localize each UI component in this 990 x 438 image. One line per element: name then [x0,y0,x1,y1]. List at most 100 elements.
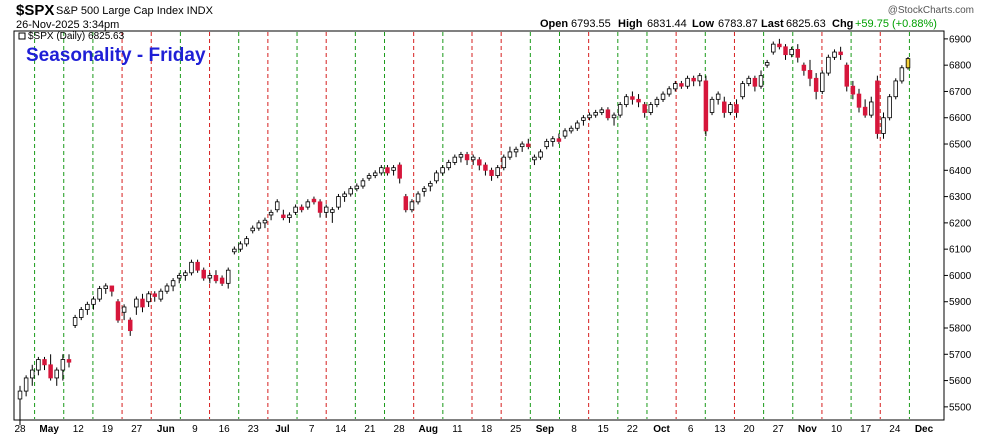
x-tick-label: May [39,424,59,435]
candle-body [887,96,892,119]
candle-body [746,77,752,84]
candle-body [507,151,513,158]
candle-body [764,62,770,66]
candle [562,128,568,139]
x-tick-label: Sep [536,424,554,435]
candle [409,199,415,213]
candle [820,70,825,95]
candle [507,146,513,160]
candle [734,99,739,118]
candle-body [23,377,29,392]
candle-body [893,80,898,98]
candle-body [703,80,709,132]
candle [532,154,537,166]
candle [219,275,225,286]
candle-body [734,104,739,113]
candle-body [697,75,703,82]
candle-body [875,80,880,134]
candle-body [366,175,372,179]
candle [697,73,703,87]
low-value: 6783.87 [718,18,758,30]
candle-body [360,180,366,187]
candle [164,283,170,294]
candle-body [624,96,629,105]
candle-body [17,390,23,400]
candle-body [489,169,494,176]
candle-body [219,277,225,284]
candle-body [274,201,280,211]
candle-body [54,369,59,379]
candle-body [134,298,139,308]
candle [679,80,684,89]
candle-body [464,154,470,161]
candle-body [526,143,531,148]
candle [636,94,641,108]
x-axis: 28 May 12 19 27 Jun 9 16 23 Jul 7 14 21 28 Aug 11 18 25 Se… [14,424,933,435]
candle-body [115,301,121,321]
y-tick-label: 5500 [949,402,972,413]
candle [311,196,317,205]
candle-body [556,138,562,142]
candle-body [599,109,605,113]
candle [630,91,635,105]
timestamp: 26-Nov-2025 3:34pm [16,19,119,31]
candle-body [813,77,819,92]
candle [575,120,580,131]
candle-body [881,117,886,134]
candle-body [385,167,390,174]
candle [79,306,84,321]
y-tick-label: 6600 [949,113,972,124]
candle [617,101,623,118]
candle [850,80,856,100]
candle [789,46,794,58]
candle-body [452,156,458,163]
candle-body [103,285,108,289]
candle-body [176,275,182,279]
candle [274,199,280,213]
candle [899,65,905,84]
candle [544,138,549,150]
candle [709,96,715,116]
candle-body [238,243,243,250]
candle-body [244,238,249,245]
candle [513,146,519,158]
x-tick-label: 7 [309,424,315,435]
x-tick-label: 17 [860,424,872,435]
x-tick-label: 14 [335,424,347,435]
x-tick-label: 12 [73,424,85,435]
candle-body [91,298,96,305]
candle-body [60,359,66,371]
x-tick-label: 25 [510,424,522,435]
x-tick-label: 27 [131,424,143,435]
candle [360,178,366,189]
candles [17,38,911,426]
x-tick-label: 10 [831,424,843,435]
low-label: Low [692,18,714,30]
candle [624,94,629,108]
candle-body [660,93,666,100]
candle [795,44,801,63]
candle [826,54,831,76]
y-tick-label: 6500 [949,140,972,151]
x-tick-label: 13 [714,424,726,435]
candle-body [164,285,170,292]
candle-body [783,46,788,56]
candle-body [470,156,476,161]
candle [195,259,200,273]
candle [30,364,35,386]
candle-body [66,359,72,363]
candle-body [183,272,188,276]
candle-body [587,114,592,119]
candle-body [807,70,813,79]
candle [48,354,53,381]
candle [464,151,470,166]
candle-body [281,214,286,219]
x-tick-label: 9 [192,424,198,435]
y-tick-label: 6300 [949,192,972,203]
candle [42,356,47,371]
candle [348,186,353,197]
candle [715,91,721,105]
candle [881,112,886,139]
candle [593,109,598,118]
candle [783,44,788,60]
